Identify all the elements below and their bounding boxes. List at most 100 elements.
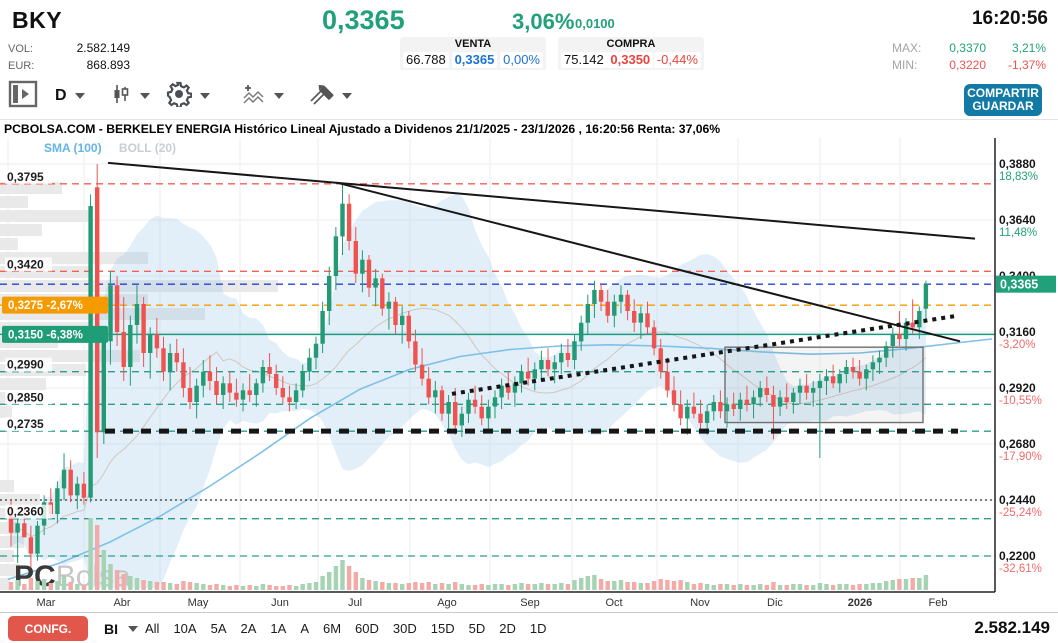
indicators-button[interactable] — [242, 80, 284, 112]
chart-title-bar: PCBOLSA.COM - BERKELEY ENERGIA Histórico… — [0, 119, 1058, 139]
svg-text:0,2200: 0,2200 — [999, 549, 1036, 563]
last-price-axis-badge — [996, 275, 1056, 293]
svg-text:May: May — [188, 597, 209, 609]
svg-text:0,2850: 0,2850 — [7, 390, 44, 404]
svg-text:0,3275 -2,67%: 0,3275 -2,67% — [8, 300, 83, 312]
month-labels: Mar Abr May Jun Jul Ago Sep Oct Nov Dic 2026 Feb — [37, 597, 948, 609]
svg-text:0,2360: 0,2360 — [7, 505, 44, 519]
settings-button[interactable] — [166, 80, 210, 112]
share-label: COMPARTIR — [967, 86, 1039, 100]
range-selector: All 10A 5A 2A 1A A 6M 60D 30D 15D 5D 2D 1D — [145, 613, 547, 643]
ask-panel: VENTA 66.788 0,3365 0,00% — [400, 37, 546, 70]
panel-toggle-button[interactable] — [8, 80, 38, 112]
left-price-labels: 0,3795 0,3420 0,3275 -2,67% 0,3150 -6,38% 0,… — [2, 169, 108, 519]
bid-label: COMPRA — [606, 38, 656, 50]
svg-text:0,3795: 0,3795 — [7, 170, 44, 184]
interval-button[interactable]: D — [55, 80, 85, 112]
svg-text:Jun: Jun — [271, 597, 289, 609]
svg-text:0,2735: 0,2735 — [7, 417, 44, 431]
svg-text:18,83%: 18,83% — [999, 171, 1038, 183]
vol-value: 2.582.149 — [76, 41, 130, 55]
range-30d[interactable]: 30D — [392, 621, 417, 636]
chevron-down-icon — [342, 93, 352, 99]
svg-text:Mar: Mar — [37, 597, 56, 609]
svg-text:-3,20%: -3,20% — [999, 339, 1035, 351]
range-5a[interactable]: 5A — [210, 621, 227, 636]
config-button[interactable]: CONFG. — [8, 616, 88, 641]
svg-text:Jul: Jul — [348, 597, 362, 609]
last-price: 0,3365 — [322, 5, 405, 35]
chart-toolbar: D — [0, 74, 1058, 118]
panel-toggle-icon — [8, 79, 38, 114]
min-pct: -1,37% — [1007, 58, 1046, 72]
draw-tools-button[interactable] — [308, 80, 352, 112]
change-absolute: 0,0100 — [575, 16, 615, 31]
svg-text:0,3420: 0,3420 — [7, 257, 44, 271]
range-10a[interactable]: 10A — [173, 621, 197, 636]
svg-text:Ago: Ago — [437, 597, 457, 609]
save-label: GUARDAR — [972, 99, 1034, 113]
interval-value: D — [55, 87, 67, 104]
footer-interval-value: BI — [104, 620, 118, 637]
svg-text:0,2440: 0,2440 — [999, 493, 1036, 507]
bid-size: 75.142 — [561, 52, 607, 68]
min-label: MIN: — [892, 58, 918, 72]
vol-label: VOL: — [8, 43, 34, 55]
svg-text:0,2680: 0,2680 — [999, 437, 1036, 451]
max-value: 0,3370 — [949, 41, 986, 55]
chevron-down-icon — [274, 93, 284, 99]
svg-text:Feb: Feb — [929, 597, 948, 609]
max-pct: 3,21% — [1011, 41, 1046, 55]
clock: 16:20:56 — [971, 8, 1048, 29]
max-row: MAX: 0,3370 3,21% — [892, 41, 1046, 55]
svg-text:0,2990: 0,2990 — [7, 358, 44, 372]
svg-text:Nov: Nov — [690, 597, 710, 609]
svg-text:-32,61%: -32,61% — [999, 563, 1042, 575]
min-row: MIN: 0,3220 -1,37% — [892, 58, 1046, 72]
footer-interval-button[interactable]: BI — [104, 613, 138, 643]
gear-icon — [166, 81, 193, 112]
timeframe-bar: CONFG. BI All 10A 5A 2A 1A A 6M 60D 30D 15D 5D 2D 1D… — [0, 612, 1058, 643]
range-1d[interactable]: 1D — [529, 621, 547, 636]
bid-price: 0,3350 — [607, 52, 654, 68]
range-a[interactable]: A — [300, 621, 309, 636]
chevron-down-icon — [128, 625, 138, 632]
session-volume: 2.582.149 — [974, 618, 1050, 637]
svg-text:Dic: Dic — [767, 597, 783, 609]
bid-pct: -0,44% — [653, 52, 701, 68]
chevron-down-icon — [74, 93, 85, 99]
chart-type-button[interactable] — [110, 80, 150, 112]
eur-row: EUR: 868.893 — [8, 58, 130, 72]
max-label: MAX: — [892, 41, 922, 55]
chevron-down-icon — [200, 93, 210, 99]
svg-text:-17,90%: -17,90% — [999, 451, 1042, 463]
ask-pct: 0,00% — [500, 52, 543, 68]
min-value: 0,3220 — [949, 58, 986, 72]
price-axis-labels: 0,388018,83%0,364011,48%0,34000,3160-3,2… — [999, 157, 1042, 575]
ask-price: 0,3365 — [451, 52, 498, 68]
svg-text:0,3880: 0,3880 — [999, 157, 1036, 171]
indicator-zigzag-icon — [242, 82, 266, 111]
range-60d[interactable]: 60D — [355, 621, 379, 636]
change-percent: 3,06% — [512, 9, 575, 34]
share-save-button[interactable]: COMPARTIR GUARDAR — [964, 84, 1042, 116]
chart-title: PCBOLSA.COM - BERKELEY ENERGIA Histórico… — [4, 122, 721, 136]
svg-text:0,3160: 0,3160 — [999, 325, 1036, 339]
ask-size: 66.788 — [403, 52, 449, 68]
ask-label: VENTA — [454, 38, 492, 50]
range-5d[interactable]: 5D — [468, 621, 486, 636]
range-2d[interactable]: 2D — [499, 621, 516, 636]
range-1a[interactable]: 1A — [270, 621, 287, 636]
svg-text:2026: 2026 — [848, 597, 872, 609]
range-6m[interactable]: 6M — [322, 621, 342, 636]
range-all[interactable]: All — [145, 621, 160, 636]
svg-text:Abr: Abr — [113, 597, 130, 609]
range-2a[interactable]: 2A — [240, 621, 257, 636]
svg-text:0,3640: 0,3640 — [999, 213, 1036, 227]
range-15d[interactable]: 15D — [430, 621, 455, 636]
candlestick-icon — [110, 83, 132, 110]
eur-value: 868.893 — [86, 58, 130, 72]
chevron-down-icon — [140, 93, 150, 99]
